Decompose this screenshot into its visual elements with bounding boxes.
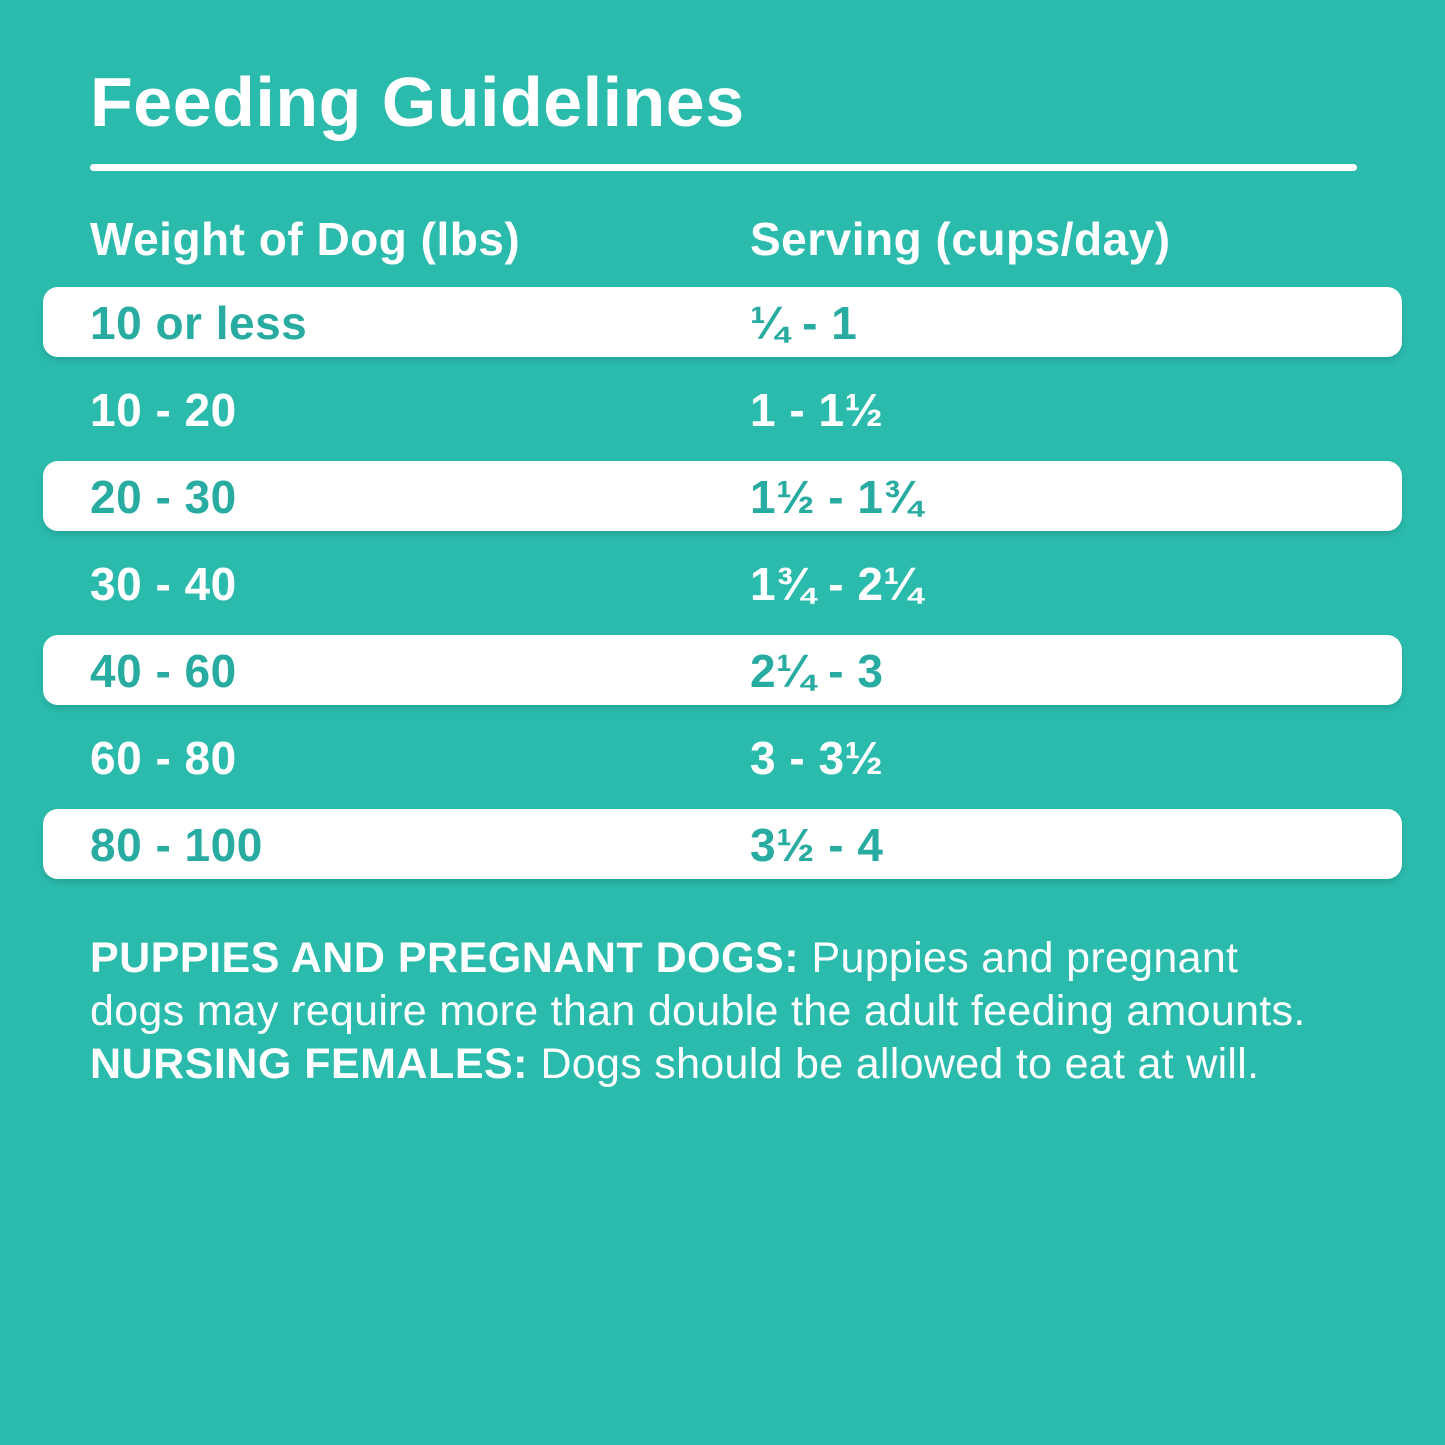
table-row: 10 or less ¼ - 1 (0, 279, 1445, 366)
serving-cell: 1½ - 1¾ (750, 470, 923, 523)
serving-cell: 2¼ - 3 (750, 644, 884, 697)
weight-cell: 30 - 40 (90, 557, 237, 610)
table-row: 30 - 40 1¾ - 2¼ (0, 540, 1445, 627)
column-header-weight: Weight of Dog (lbs) (90, 213, 521, 265)
row-highlight-bar (43, 461, 1402, 531)
note-heading: PUPPIES AND PREGNANT DOGS: (90, 934, 812, 982)
feeding-table: 10 or less ¼ - 1 10 - 20 1 - 1½ 20 - 30 1½ - … (0, 279, 1445, 888)
serving-cell: 1¾ - 2¼ (750, 557, 923, 610)
column-header-serving: Serving (cups/day) (750, 213, 1171, 265)
row-highlight-bar (43, 287, 1402, 357)
weight-cell: 10 - 20 (90, 383, 237, 436)
row-highlight-bar (43, 635, 1402, 705)
feeding-note: PUPPIES AND PREGNANT DOGS: Puppies and p… (90, 932, 1340, 1091)
table-row: 80 - 100 3½ - 4 (0, 801, 1445, 888)
note-heading: NURSING FEMALES: (90, 1040, 541, 1088)
table-row: 20 - 30 1½ - 1¾ (0, 453, 1445, 540)
weight-cell: 40 - 60 (90, 644, 237, 697)
note-text: Dogs should be allowed to eat at will. (540, 1040, 1260, 1088)
table-row: 10 - 20 1 - 1½ (0, 366, 1445, 453)
serving-cell: 3 - 3½ (750, 731, 884, 784)
weight-cell: 80 - 100 (90, 818, 263, 871)
table-row: 40 - 60 2¼ - 3 (0, 627, 1445, 714)
row-highlight-bar (43, 809, 1402, 879)
row-background (43, 722, 1402, 792)
serving-cell: 3½ - 4 (750, 818, 884, 871)
serving-cell: ¼ - 1 (750, 296, 858, 349)
row-background (43, 374, 1402, 444)
serving-cell: 1 - 1½ (750, 383, 884, 436)
row-background (43, 548, 1402, 618)
weight-cell: 10 or less (90, 296, 308, 349)
page-title: Feeding Guidelines (90, 63, 745, 141)
title-divider (90, 164, 1357, 171)
table-row: 60 - 80 3 - 3½ (0, 714, 1445, 801)
weight-cell: 60 - 80 (90, 731, 237, 784)
table-header: Weight of Dog (lbs) Serving (cups/day) (0, 212, 1445, 266)
note-text: Puppies and pregnant dogs may require mo… (90, 934, 1306, 1035)
weight-cell: 20 - 30 (90, 470, 237, 523)
